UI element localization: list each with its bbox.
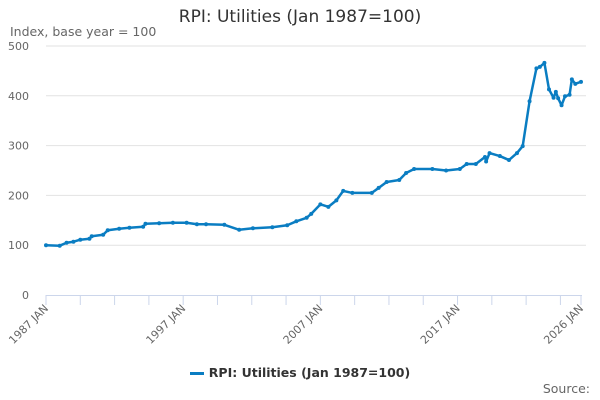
data-point — [127, 225, 132, 230]
data-point — [473, 162, 478, 167]
data-point — [309, 211, 314, 216]
data-point — [64, 240, 69, 245]
data-point — [573, 81, 578, 86]
data-point — [318, 202, 323, 207]
data-point — [57, 243, 62, 248]
y-tick-label: 200 — [8, 189, 29, 202]
data-point — [569, 77, 574, 82]
data-point — [506, 158, 511, 163]
y-tick-label: 400 — [8, 90, 29, 103]
data-point — [270, 225, 275, 230]
data-point — [44, 243, 48, 248]
legend-label: RPI: Utilities (Jan 1987=100) — [208, 365, 411, 380]
data-point — [567, 92, 572, 97]
data-point — [222, 222, 227, 227]
data-point — [553, 89, 558, 94]
y-axis-label: Index, base year = 100 — [10, 24, 157, 39]
data-point — [444, 168, 449, 173]
data-point — [384, 179, 389, 184]
x-tick-label: 1987 JAN — [6, 302, 51, 347]
x-tick-label: 2017 JAN — [418, 302, 463, 347]
data-point — [412, 167, 417, 172]
data-point — [294, 219, 299, 224]
data-point — [334, 198, 339, 203]
data-point — [542, 60, 547, 65]
data-point — [559, 103, 564, 108]
data-point — [551, 95, 556, 100]
data-point — [430, 167, 435, 172]
data-point — [514, 151, 519, 156]
source-label: Source: — [542, 381, 590, 396]
data-point — [457, 167, 462, 172]
data-point — [89, 234, 94, 239]
legend-item[interactable]: RPI: Utilities (Jan 1987=100) — [0, 365, 600, 380]
x-tick-label: 2026 JAN — [541, 302, 586, 347]
data-point — [170, 220, 175, 225]
data-point — [482, 155, 487, 160]
data-point — [78, 237, 83, 242]
data-point — [157, 221, 162, 226]
y-tick-label: 300 — [8, 140, 29, 153]
data-point — [487, 151, 492, 156]
data-point — [101, 232, 106, 237]
data-point — [397, 177, 402, 182]
data-point — [285, 223, 290, 228]
chart-title: RPI: Utilities (Jan 1987=100) — [178, 7, 422, 27]
x-tick-label: 1997 JAN — [144, 302, 189, 347]
data-point — [497, 154, 502, 159]
data-point — [527, 99, 532, 104]
data-point — [250, 226, 255, 231]
data-point — [71, 239, 76, 244]
data-point — [369, 190, 374, 195]
y-tick-label: 100 — [8, 239, 29, 252]
data-point — [562, 94, 567, 99]
data-point — [350, 190, 355, 195]
data-point — [341, 188, 346, 193]
data-point — [141, 224, 146, 229]
data-point — [534, 66, 539, 71]
data-point — [537, 64, 542, 69]
data-point — [464, 162, 469, 167]
data-point — [546, 87, 551, 92]
data-point — [117, 226, 122, 231]
data-point — [404, 170, 409, 175]
data-point — [143, 221, 148, 226]
y-tick-label: 500 — [8, 40, 29, 53]
data-point — [184, 220, 189, 225]
data-point — [194, 222, 199, 227]
x-tick-label: 2007 JAN — [281, 302, 326, 347]
y-tick-label: 0 — [22, 289, 29, 302]
data-point — [579, 79, 583, 84]
data-point — [237, 227, 242, 232]
data-point — [105, 228, 110, 233]
data-point — [204, 222, 209, 227]
legend-swatch — [189, 372, 204, 375]
data-point — [376, 185, 381, 190]
data-point — [326, 204, 331, 209]
data-point — [304, 215, 309, 220]
data-point — [520, 144, 525, 149]
data-point — [556, 96, 561, 101]
data-point — [484, 159, 489, 164]
